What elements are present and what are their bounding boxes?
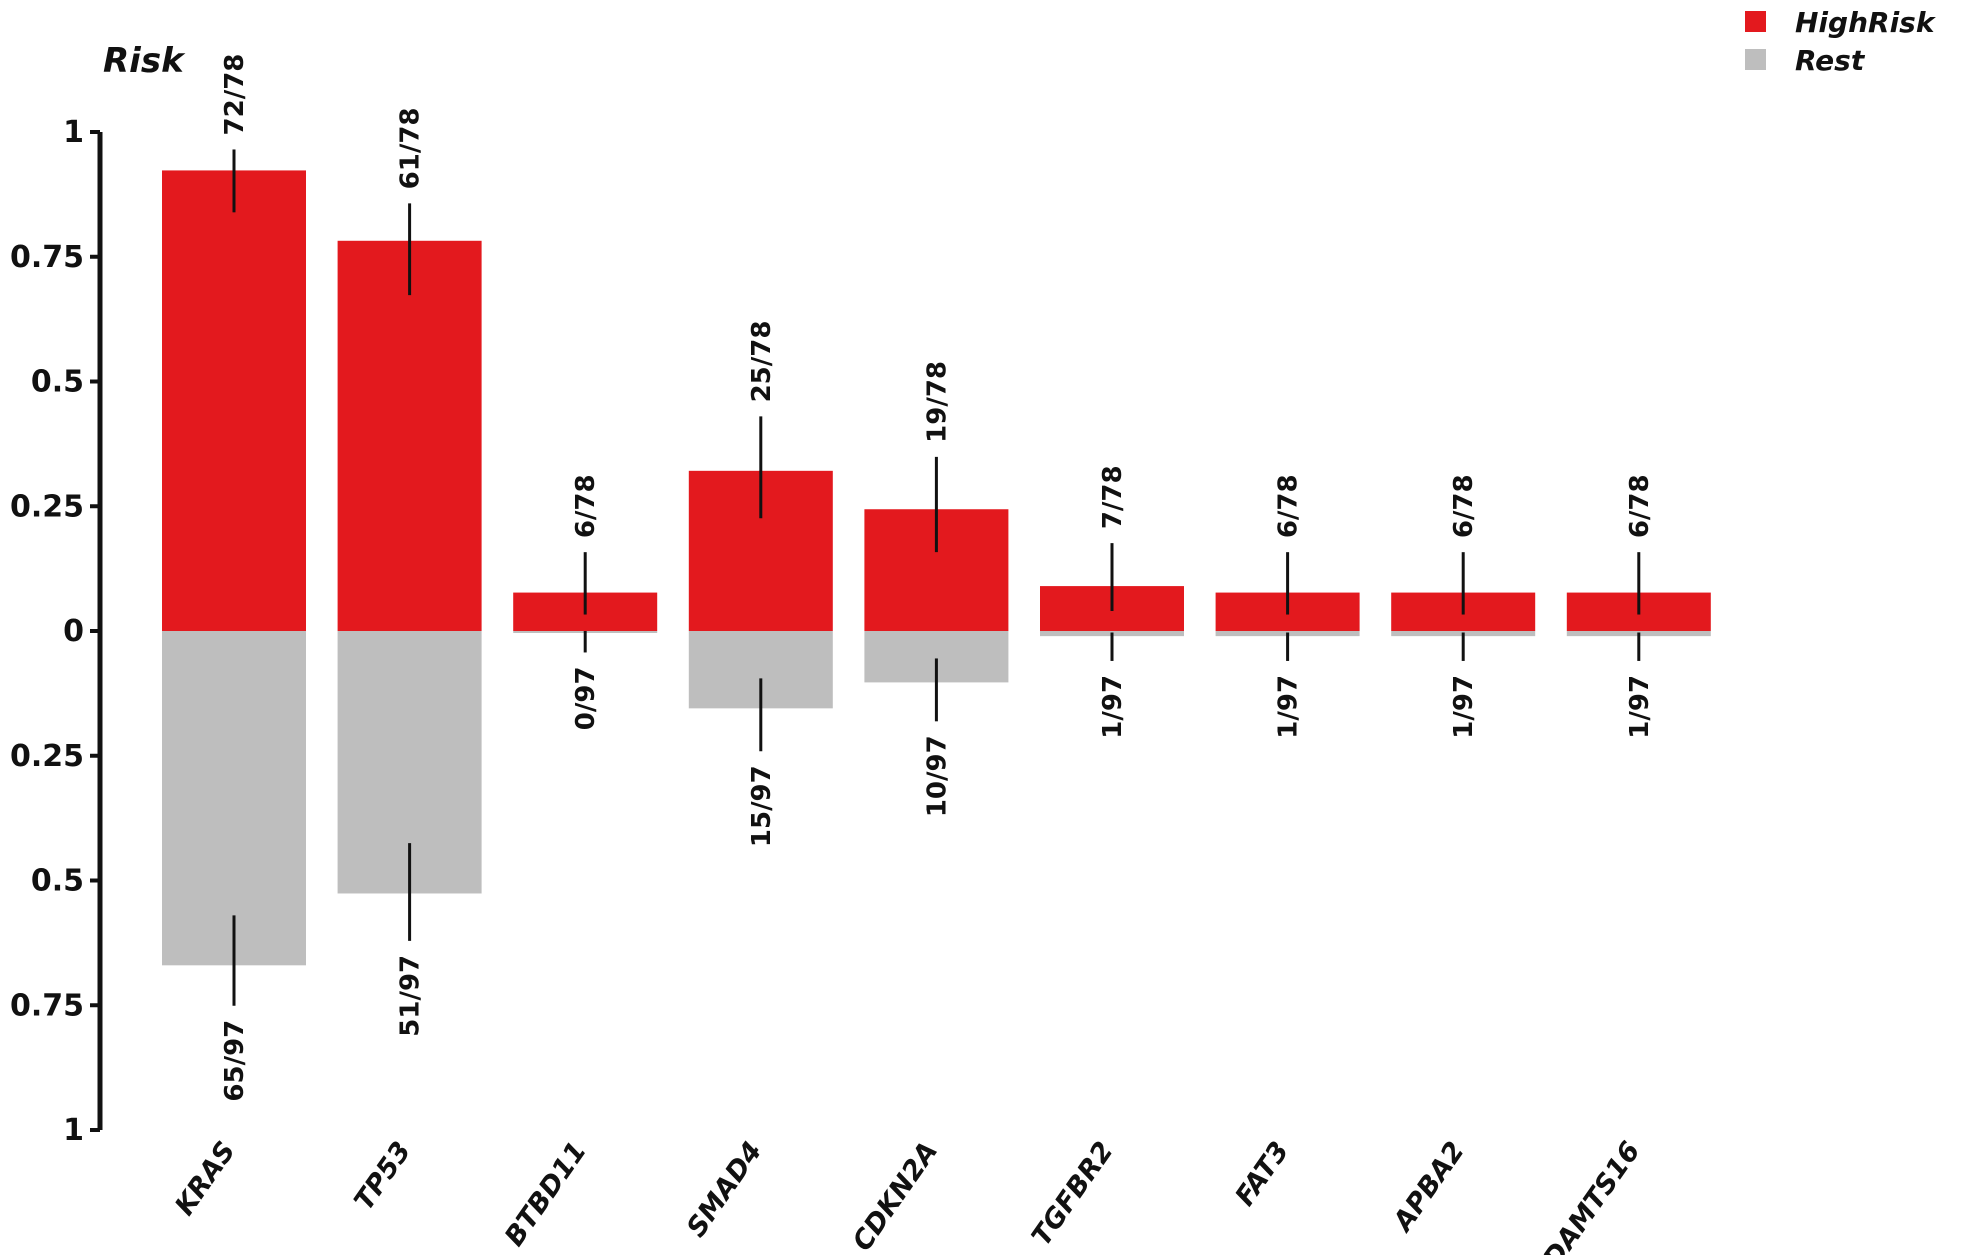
data-label-highrisk: 6/78 bbox=[571, 474, 601, 538]
legend: HighRisk Rest bbox=[1745, 6, 1937, 77]
data-label-rest: 0/97 bbox=[571, 666, 601, 730]
y-tick-label: 0.5 bbox=[31, 365, 84, 400]
legend-label: HighRisk bbox=[1795, 6, 1937, 39]
data-label-rest: 1/97 bbox=[1098, 675, 1128, 739]
y-tick-label: 0.75 bbox=[10, 240, 84, 275]
data-label-rest: 1/97 bbox=[1449, 675, 1479, 739]
y-axis-label: Risk bbox=[103, 41, 186, 81]
data-label-highrisk: 61/78 bbox=[396, 107, 426, 189]
x-tick-label: BTBD11 bbox=[499, 1136, 593, 1252]
x-tick-label: CDKN2A bbox=[847, 1136, 944, 1255]
data-label-highrisk: 6/78 bbox=[1449, 474, 1479, 538]
data-label-highrisk: 7/78 bbox=[1098, 465, 1128, 529]
x-tick-label: KRAS bbox=[169, 1136, 241, 1221]
bars: 72/78 65/97 KRAS 61/78 51/97 TP53 6/78 0/97 BTBD… bbox=[162, 54, 1711, 1259]
data-label-rest: 1/97 bbox=[1625, 675, 1655, 739]
y-tick-label: 0.75 bbox=[10, 988, 84, 1023]
x-tick-label: TGFBR2 bbox=[1026, 1136, 1120, 1251]
bar-rest bbox=[162, 631, 306, 966]
data-label-rest: 10/97 bbox=[922, 735, 952, 817]
y-tick-label: 0.25 bbox=[10, 739, 84, 774]
y-tick-label: 0.5 bbox=[31, 864, 84, 899]
data-label-highrisk: 25/78 bbox=[747, 321, 777, 403]
legend-swatch-rest bbox=[1745, 49, 1766, 70]
x-tick-label: FAT3 bbox=[1230, 1136, 1296, 1212]
bar-highrisk bbox=[162, 170, 306, 631]
legend-swatch-highrisk bbox=[1745, 11, 1766, 32]
data-label-rest: 15/97 bbox=[747, 765, 777, 847]
data-label-highrisk: 6/78 bbox=[1274, 474, 1304, 538]
data-label-rest: 51/97 bbox=[396, 955, 426, 1037]
y-tick-label: 1 bbox=[63, 115, 84, 150]
x-tick-label: ADAMTS16 bbox=[1524, 1136, 1646, 1255]
y-tick-label: 1 bbox=[63, 1113, 84, 1148]
y-tick-label: 0.25 bbox=[10, 489, 84, 524]
data-label-highrisk: 19/78 bbox=[922, 361, 952, 443]
x-tick-label: TP53 bbox=[348, 1136, 417, 1216]
data-label-rest: 65/97 bbox=[220, 1020, 250, 1102]
y-tick-label: 0 bbox=[63, 614, 84, 649]
bar-highrisk bbox=[337, 240, 482, 632]
data-label-highrisk: 6/78 bbox=[1625, 474, 1655, 538]
x-tick-label: APBA2 bbox=[1386, 1136, 1470, 1238]
x-tick-label: SMAD4 bbox=[681, 1136, 769, 1243]
y-axis: 1 0.75 0.5 0.25 0 0.25 0.5 0.75 1 bbox=[10, 115, 103, 1148]
data-label-highrisk: 72/78 bbox=[220, 54, 250, 136]
legend-label: Rest bbox=[1795, 44, 1866, 77]
data-label-rest: 1/97 bbox=[1274, 675, 1304, 739]
